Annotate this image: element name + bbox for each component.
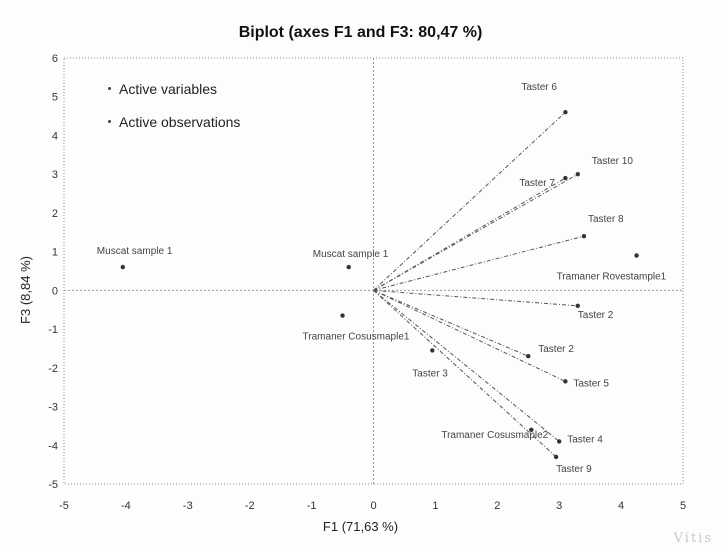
y-tick-label: 4 [52, 130, 58, 142]
variable-vector [373, 289, 557, 458]
observation-label: Muscat sample 1 [313, 249, 389, 260]
legend-label: Active variables [119, 80, 218, 97]
legend-entry-variables: Active variables [108, 72, 240, 105]
watermark: Vitis [673, 531, 713, 546]
observation-label: Taster 3 [412, 368, 448, 379]
variable-label: Taster 4 [567, 434, 603, 445]
chart-title: Biplot (axes F1 and F3: 80,47 %) [238, 24, 483, 41]
x-tick-label: -2 [245, 500, 255, 512]
x-tick-label: -5 [59, 500, 69, 512]
variable-label: Taster 7 [519, 178, 555, 189]
variable-label: Taster 8 [588, 214, 624, 225]
y-tick-label: 0 [52, 285, 58, 297]
y-tick-label: -5 [48, 479, 58, 491]
x-tick-label: 2 [494, 500, 500, 512]
variable-label: Taster 9 [556, 464, 592, 475]
variable-vector [373, 173, 579, 291]
variable-point [575, 303, 580, 309]
y-axis-label: F3 (8,84 %) [18, 256, 33, 324]
x-tick-label: 5 [680, 500, 686, 512]
observation-label: Muscat sample 1 [97, 246, 173, 257]
variable-vector [373, 289, 578, 307]
observation-point [346, 264, 351, 270]
y-tick-label: -4 [48, 440, 58, 452]
legend-label: Active observations [119, 113, 241, 130]
variable-vector [373, 289, 529, 357]
observation-point [340, 313, 345, 318]
variable-label: Taster 6 [521, 82, 557, 93]
legend-entry-observations: Active observations [108, 105, 240, 138]
y-tick-label: -1 [48, 324, 58, 336]
y-tick-label: 5 [52, 92, 58, 104]
y-tick-label: -2 [48, 363, 58, 375]
x-tick-label: -4 [121, 500, 131, 512]
x-tick-label: -3 [183, 500, 193, 512]
y-tick-label: 2 [52, 208, 58, 220]
variable-label: Taster 2 [538, 344, 574, 355]
y-tick-label: 1 [52, 247, 58, 259]
observation-label: Tramaner Cosusmaple2 [441, 430, 548, 441]
variable-point [563, 175, 568, 181]
variable-vector [373, 111, 566, 291]
legend-marker-icon [108, 87, 111, 90]
variable-vector [373, 289, 560, 442]
observation-point [120, 264, 126, 270]
observation-label: Tramaner Cosusmaple1 [303, 332, 410, 343]
variable-point [553, 454, 559, 460]
x-tick-label: 0 [370, 500, 376, 512]
variable-label: Taster 2 [578, 310, 614, 321]
observation-point [529, 427, 534, 432]
variable-point [563, 379, 568, 384]
variable-point [563, 110, 568, 115]
variable-label: Taster 10 [592, 156, 634, 167]
variable-point [581, 233, 587, 239]
x-tick-label: 4 [618, 500, 624, 512]
x-tick-label: 3 [556, 500, 562, 512]
variable-point [526, 354, 531, 359]
legend: Active variables Active observations [108, 72, 240, 138]
observation-point [430, 348, 435, 353]
observation-label: Tramaner Rovestample1 [557, 272, 667, 283]
variable-vector [373, 235, 585, 291]
observation-point [634, 253, 639, 258]
x-axis-label: F1 (71,63 %) [322, 519, 399, 534]
y-tick-label: -3 [48, 402, 58, 414]
variable-point [557, 439, 562, 444]
variable-point [575, 171, 580, 177]
x-tick-label: 1 [432, 500, 438, 512]
y-tick-label: 6 [52, 53, 58, 65]
y-tick-label: 3 [52, 169, 58, 181]
x-tick-label: -1 [307, 500, 317, 512]
variable-label: Taster 5 [573, 378, 609, 389]
legend-marker-icon [108, 120, 111, 123]
